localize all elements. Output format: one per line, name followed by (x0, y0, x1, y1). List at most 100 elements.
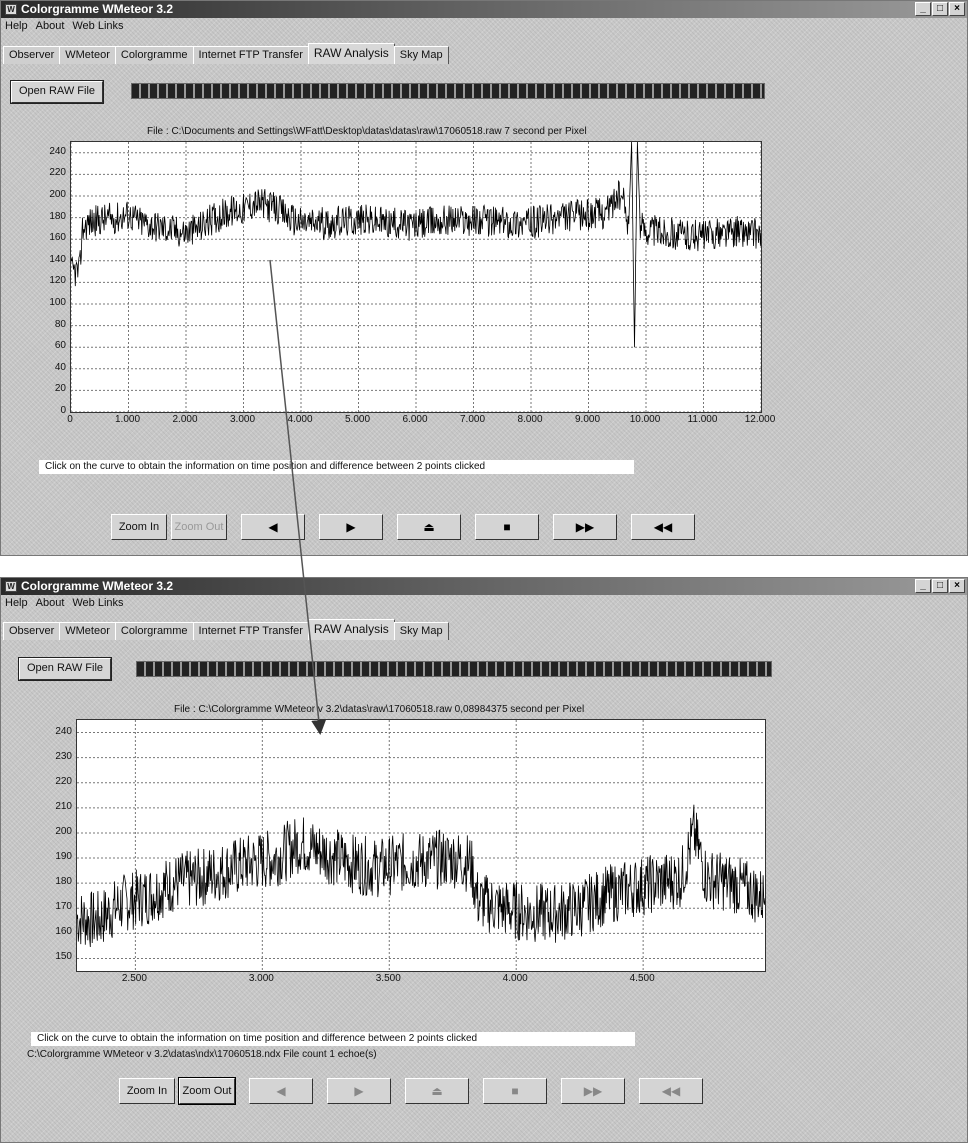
x-tick-label: 4.000 (287, 414, 313, 425)
menu-web-links[interactable]: Web Links (72, 597, 124, 609)
signal-plot-zoomed[interactable] (76, 719, 766, 972)
stop-button[interactable]: ■ (475, 514, 539, 540)
zoom-in-button[interactable]: Zoom In (119, 1078, 175, 1104)
play-icon: ▶ (354, 1084, 364, 1098)
zoom-out-button[interactable]: Zoom Out (171, 514, 227, 540)
eject-icon: ⏏ (423, 520, 435, 534)
x-tick-label: 8.000 (517, 414, 543, 425)
x-tick-label: 9.000 (574, 414, 601, 425)
y-tick-label: 240 (55, 725, 72, 737)
window-title: Colorgramme WMeteor 3.2 (21, 579, 174, 593)
zoom-out-button[interactable]: Zoom Out (178, 1077, 236, 1105)
maximize-icon[interactable]: □ (932, 579, 948, 593)
y-tick-label: 180 (49, 210, 66, 222)
eject-button[interactable]: ⏏ (405, 1078, 469, 1104)
x-tick-label: 5.000 (344, 414, 371, 425)
menu-about[interactable]: About (35, 597, 65, 609)
app-icon: W (5, 4, 17, 15)
eject-button[interactable]: ⏏ (397, 514, 461, 540)
menu-bar: Help About Web Links (1, 20, 124, 35)
open-raw-file-button[interactable]: Open RAW File (17, 657, 113, 681)
plot-svg (71, 142, 761, 412)
tab-strip: Observer WMeteor Colorgramme Internet FT… (3, 619, 449, 640)
signal-plot[interactable] (70, 141, 762, 413)
fast-forward-button[interactable]: ▶▶ (561, 1078, 625, 1104)
play-button[interactable]: ▶ (319, 514, 383, 540)
menu-help[interactable]: Help (5, 20, 28, 32)
y-tick-label: 150 (55, 951, 72, 963)
y-tick-label: 230 (55, 750, 72, 762)
x-tick-label: 6.000 (402, 414, 428, 425)
open-raw-file-button[interactable]: Open RAW File (9, 80, 105, 104)
y-tick-label: 190 (55, 851, 72, 863)
tab-ftp-transfer[interactable]: Internet FTP Transfer (192, 622, 309, 640)
tab-colorgramme[interactable]: Colorgramme (114, 46, 194, 64)
rewind-button[interactable]: ◀◀ (631, 514, 695, 540)
y-tick-label: 170 (55, 901, 72, 913)
y-tick-label: 160 (55, 926, 72, 938)
tab-raw-analysis[interactable]: RAW Analysis (307, 43, 395, 64)
window-title: Colorgramme WMeteor 3.2 (21, 2, 174, 16)
rewind-icon: ◀◀ (661, 1084, 681, 1098)
status-text: C:\Colorgramme WMeteor v 3.2\datas\ndx\1… (27, 1049, 377, 1060)
tab-observer[interactable]: Observer (3, 46, 61, 64)
minimize-icon[interactable]: _ (915, 579, 931, 593)
zoom-in-button[interactable]: Zoom In (111, 514, 167, 540)
tab-ftp-transfer[interactable]: Internet FTP Transfer (192, 46, 309, 64)
close-icon[interactable]: × (949, 2, 965, 16)
tab-sky-map[interactable]: Sky Map (393, 46, 449, 64)
stop-icon: ■ (511, 1084, 519, 1098)
file-label: File : C:\Colorgramme WMeteor v 3.2\data… (174, 704, 585, 715)
x-tick-label: 3.000 (229, 414, 256, 425)
fast-forward-button[interactable]: ▶▶ (553, 514, 617, 540)
app-window-bottom: W Colorgramme WMeteor 3.2 _ □ × Help Abo… (0, 577, 968, 1143)
x-tick-label: 3.500 (375, 973, 401, 984)
app-icon: W (5, 581, 17, 592)
tab-raw-analysis[interactable]: RAW Analysis (307, 619, 395, 640)
minimize-icon[interactable]: _ (915, 2, 931, 16)
tab-colorgramme[interactable]: Colorgramme (114, 622, 194, 640)
stop-icon: ■ (503, 520, 511, 534)
maximize-icon[interactable]: □ (932, 2, 948, 16)
tab-observer[interactable]: Observer (3, 622, 61, 640)
hint-text: Click on the curve to obtain the informa… (31, 1032, 635, 1046)
y-tick-label: 240 (49, 145, 66, 157)
y-tick-label: 140 (49, 253, 66, 265)
signal-series-line[interactable] (71, 142, 761, 348)
y-tick-label: 20 (54, 383, 66, 395)
y-tick-label: 220 (55, 775, 72, 787)
menu-about[interactable]: About (35, 20, 65, 32)
stop-button[interactable]: ■ (483, 1078, 547, 1104)
x-tick-label: 3.000 (248, 973, 274, 984)
signal-series-line[interactable] (77, 804, 765, 948)
x-tick-label: 2.000 (172, 414, 198, 425)
tab-wmeteor[interactable]: WMeteor (59, 622, 116, 640)
progress-bar (136, 661, 772, 677)
rewind-icon: ◀◀ (653, 520, 673, 534)
menu-web-links[interactable]: Web Links (72, 20, 124, 32)
y-tick-label: 40 (54, 361, 66, 373)
rewind-button[interactable]: ◀◀ (639, 1078, 703, 1104)
menu-help[interactable]: Help (5, 597, 28, 609)
x-tick-label: 10.000 (629, 414, 661, 425)
control-buttons: Zoom In Zoom Out ◀ ▶ ⏏ ■ ▶▶ ◀◀ (119, 1077, 703, 1105)
tab-sky-map[interactable]: Sky Map (393, 622, 449, 640)
y-tick-label: 100 (49, 297, 66, 308)
title-bar: W Colorgramme WMeteor 3.2 _ □ × (1, 1, 967, 18)
progress-bar (131, 83, 765, 99)
y-tick-label: 220 (49, 167, 66, 179)
y-tick-label: 80 (54, 318, 66, 330)
close-icon[interactable]: × (949, 579, 965, 593)
x-tick-label: 1.000 (114, 414, 141, 425)
play-button[interactable]: ▶ (327, 1078, 391, 1104)
x-tick-label: 4.500 (629, 973, 655, 984)
y-tick-label: 120 (49, 275, 66, 287)
pause-button[interactable]: ◀ (241, 514, 305, 540)
x-tick-label: 7.000 (459, 414, 486, 425)
y-tick-label: 160 (49, 232, 66, 244)
pause-icon: ◀ (268, 520, 278, 534)
tab-wmeteor[interactable]: WMeteor (59, 46, 116, 64)
pause-button[interactable]: ◀ (249, 1078, 313, 1104)
x-tick-label: 11.000 (687, 414, 718, 425)
file-label: File : C:\Documents and Settings\WFatt\D… (147, 126, 587, 137)
